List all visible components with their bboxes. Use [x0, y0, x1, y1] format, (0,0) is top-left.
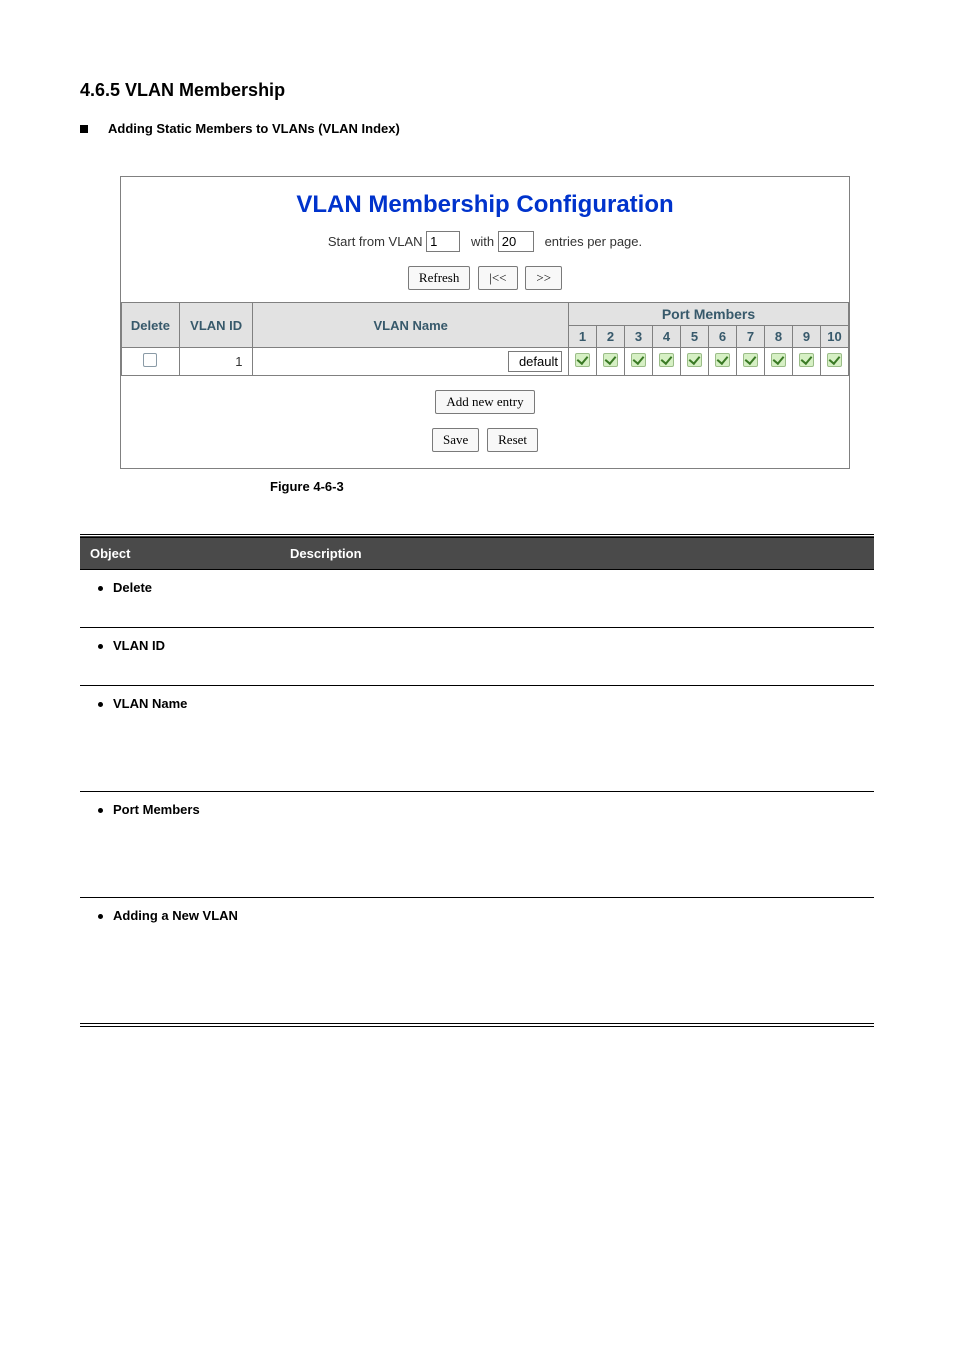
port-header: 8	[764, 326, 792, 348]
desc-object-cell: Adding a New VLAN	[80, 898, 280, 1026]
port-checkbox[interactable]	[799, 353, 814, 367]
port-checkbox[interactable]	[575, 353, 590, 367]
port-header: 10	[820, 326, 848, 348]
col-vlan-id: VLAN ID	[179, 303, 253, 348]
port-header: 3	[624, 326, 652, 348]
vlan-config-panel: VLAN Membership Configuration Start from…	[120, 176, 850, 469]
port-checkbox[interactable]	[603, 353, 618, 367]
desc-description-cell	[280, 628, 874, 686]
desc-row: Adding a New VLAN	[80, 898, 874, 1026]
port-header: 6	[708, 326, 736, 348]
port-header: 5	[680, 326, 708, 348]
vlan-name-input[interactable]	[508, 351, 562, 372]
desc-object-label: VLAN ID	[113, 638, 165, 653]
with-label: with	[471, 234, 494, 249]
desc-row: Port Members	[80, 792, 874, 898]
desc-row: VLAN Name	[80, 686, 874, 792]
start-from-label: Start from VLAN	[328, 234, 423, 249]
sub-bullet: Adding Static Members to VLANs (VLAN Ind…	[80, 121, 874, 136]
add-entry-button[interactable]: Add new entry	[435, 390, 534, 414]
col-delete: Delete	[122, 303, 180, 348]
desc-object-cell: Delete	[80, 570, 280, 628]
next-page-button[interactable]: >>	[525, 266, 562, 290]
bullet-icon	[98, 586, 103, 591]
desc-object-cell: Port Members	[80, 792, 280, 898]
entries-per-page-input[interactable]	[498, 231, 534, 252]
desc-object-cell: VLAN Name	[80, 686, 280, 792]
bullet-icon	[98, 808, 103, 813]
port-checkbox[interactable]	[715, 353, 730, 367]
port-header: 1	[568, 326, 596, 348]
delete-checkbox[interactable]	[143, 353, 157, 367]
first-page-button[interactable]: |<<	[478, 266, 517, 290]
bullet-icon	[98, 644, 103, 649]
panel-title: VLAN Membership Configuration	[121, 177, 849, 225]
desc-row: Delete	[80, 570, 874, 628]
vlan-table: Delete VLAN ID VLAN Name Port Members 1 …	[121, 302, 849, 376]
desc-description-cell	[280, 570, 874, 628]
bullet-icon	[98, 914, 103, 919]
desc-description-cell	[280, 686, 874, 792]
port-checkbox[interactable]	[659, 353, 674, 367]
desc-header-object: Object	[80, 536, 280, 570]
figure-caption: Figure 4-6-3	[270, 479, 874, 494]
vlan-id-cell: 1	[179, 348, 253, 376]
port-header: 9	[792, 326, 820, 348]
desc-object-label: Delete	[113, 580, 152, 595]
desc-header-description: Description	[280, 536, 874, 570]
col-vlan-name: VLAN Name	[253, 303, 569, 348]
entries-label: entries per page.	[545, 234, 643, 249]
desc-object-label: Adding a New VLAN	[113, 908, 238, 923]
port-checkbox[interactable]	[827, 353, 842, 367]
desc-row: VLAN ID	[80, 628, 874, 686]
desc-description-cell	[280, 898, 874, 1026]
description-table: Object Description Delete VLAN ID VLAN Nam…	[80, 534, 874, 1027]
port-checkbox[interactable]	[631, 353, 646, 367]
desc-object-label: Port Members	[113, 802, 200, 817]
col-port-members: Port Members	[568, 303, 848, 326]
nav-buttons: Refresh |<< >>	[121, 258, 849, 302]
sub-bullet-text: Adding Static Members to VLANs (VLAN Ind…	[108, 121, 400, 136]
refresh-button[interactable]: Refresh	[408, 266, 470, 290]
start-vlan-input[interactable]	[426, 231, 460, 252]
port-checkbox[interactable]	[771, 353, 786, 367]
paging-controls: Start from VLAN with entries per page.	[121, 225, 849, 258]
port-checkbox[interactable]	[687, 353, 702, 367]
save-button[interactable]: Save	[432, 428, 479, 452]
section-heading: 4.6.5 VLAN Membership	[80, 80, 874, 101]
port-header: 7	[736, 326, 764, 348]
port-header: 4	[652, 326, 680, 348]
port-checkbox[interactable]	[743, 353, 758, 367]
square-bullet-icon	[80, 125, 88, 133]
reset-button[interactable]: Reset	[487, 428, 538, 452]
port-header: 2	[596, 326, 624, 348]
bullet-icon	[98, 702, 103, 707]
table-row: 1	[122, 348, 849, 376]
desc-object-cell: VLAN ID	[80, 628, 280, 686]
desc-description-cell	[280, 792, 874, 898]
desc-object-label: VLAN Name	[113, 696, 187, 711]
